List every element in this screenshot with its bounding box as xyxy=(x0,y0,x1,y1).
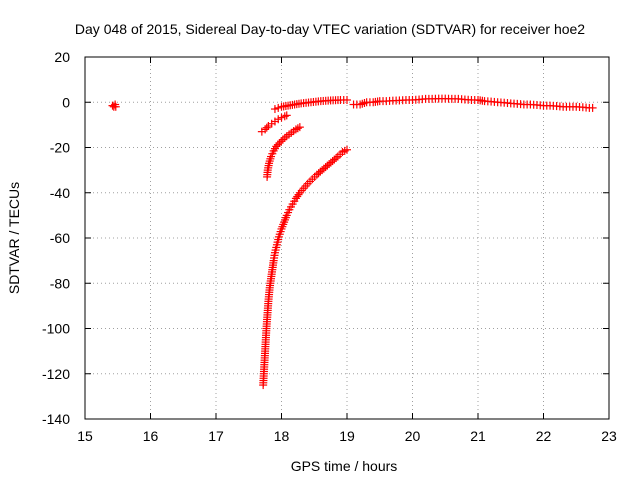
x-tick-label: 23 xyxy=(601,428,617,444)
y-axis-label: SDTVAR / TECUs xyxy=(6,182,22,294)
y-tick-label: -40 xyxy=(50,185,70,201)
data-point xyxy=(332,154,341,163)
y-tick-label: -100 xyxy=(42,321,70,337)
grid-layer xyxy=(85,57,609,419)
y-tick-label: -120 xyxy=(42,366,70,382)
data-point xyxy=(280,112,289,121)
data-point xyxy=(358,99,367,108)
data-marks xyxy=(108,94,597,390)
x-tick-label: 20 xyxy=(405,428,421,444)
x-axis-label: GPS time / hours xyxy=(291,458,398,474)
x-tick-label: 16 xyxy=(143,428,159,444)
data-point xyxy=(293,124,302,133)
x-tick-label: 21 xyxy=(470,428,486,444)
data-point xyxy=(282,111,291,120)
data-point xyxy=(273,140,282,149)
plot-frame xyxy=(84,56,610,420)
data-point xyxy=(270,105,279,114)
data-point xyxy=(277,113,286,122)
data-point xyxy=(261,125,270,134)
data-point xyxy=(295,123,304,132)
y-tick-label: 0 xyxy=(62,94,70,110)
data-point xyxy=(280,133,289,142)
x-tick-label: 22 xyxy=(536,428,552,444)
data-point xyxy=(277,137,286,146)
x-tick-label: 17 xyxy=(208,428,224,444)
y-tick-label: -80 xyxy=(50,275,70,291)
y-tick-label: 20 xyxy=(54,49,70,65)
tick-label-layer: 15 16 17 18 19 20 21 22 23 20 0 -20 -40 -60 -80 -100 -12… xyxy=(42,49,617,444)
y-tick-label: -20 xyxy=(50,140,70,156)
data-point xyxy=(343,145,351,154)
chart-title: Day 048 of 2015, Sidereal Day-to-day VTE… xyxy=(75,21,585,37)
x-tick-label: 19 xyxy=(339,428,355,444)
x-tick-label: 18 xyxy=(274,428,290,444)
data-point xyxy=(588,103,597,112)
data-point xyxy=(262,123,271,132)
data-point xyxy=(360,99,369,108)
data-point xyxy=(274,115,283,124)
data-point xyxy=(275,138,284,147)
data-point xyxy=(274,103,283,112)
data-point xyxy=(272,142,281,151)
data-point xyxy=(111,102,120,111)
data-point xyxy=(278,135,287,144)
data-point xyxy=(294,190,303,199)
y-tick-label: -140 xyxy=(42,411,70,427)
y-tick-label: -60 xyxy=(50,230,70,246)
data-point xyxy=(343,95,351,104)
x-tick-label: 15 xyxy=(77,428,93,444)
